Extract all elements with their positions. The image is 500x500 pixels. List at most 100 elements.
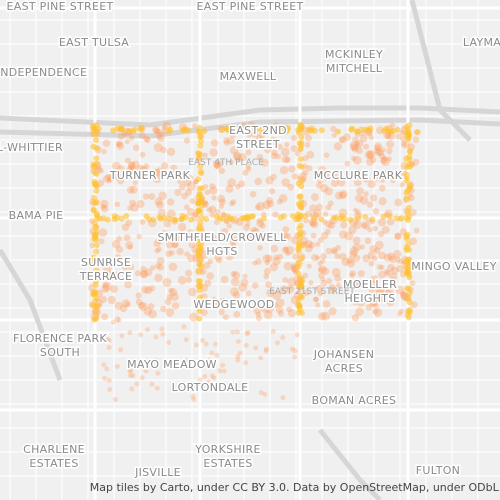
dot (315, 241, 321, 247)
dot (371, 280, 378, 287)
dot (344, 231, 354, 241)
dot (197, 143, 204, 150)
dot (134, 270, 142, 277)
street-label: EAST PINE STREET (7, 0, 114, 13)
dot (118, 215, 125, 222)
dot (286, 285, 295, 293)
dot (195, 278, 202, 285)
dot (138, 332, 144, 338)
place-label: MAXWELL (220, 70, 277, 83)
dot (322, 170, 330, 179)
dot (374, 144, 382, 151)
dot (112, 271, 121, 280)
dot (127, 368, 133, 374)
dot (298, 199, 305, 206)
dot (149, 381, 155, 387)
dot (253, 306, 262, 315)
dot (306, 263, 312, 269)
dot (124, 157, 131, 164)
dot (106, 344, 112, 350)
dot (254, 177, 263, 186)
dot (364, 237, 372, 245)
dot (352, 136, 359, 143)
dot (361, 220, 371, 230)
dot (171, 241, 179, 249)
dot (125, 128, 132, 135)
dot (144, 286, 153, 295)
dot (101, 205, 109, 213)
dot (243, 343, 249, 349)
dot (209, 186, 218, 195)
dot (393, 250, 402, 259)
dot (283, 261, 293, 271)
dot (170, 292, 179, 302)
dot (367, 251, 376, 260)
dot (295, 270, 302, 277)
dot (112, 171, 122, 181)
dot (197, 168, 204, 175)
dot (117, 165, 125, 173)
dot (177, 275, 187, 285)
dot (276, 143, 283, 150)
dot (204, 279, 212, 287)
place-label: SUNRISE TERRACE (79, 256, 133, 283)
dot (129, 386, 135, 392)
dot (126, 186, 135, 194)
dot (310, 193, 319, 202)
dot (403, 195, 410, 202)
dot (324, 187, 334, 196)
dot (246, 166, 252, 172)
dot (296, 239, 303, 246)
dot (250, 226, 258, 235)
dot (136, 233, 142, 240)
dot (195, 207, 202, 214)
dot (377, 174, 387, 183)
dot (218, 167, 226, 175)
dot (93, 267, 100, 274)
dot (375, 285, 385, 295)
dot (145, 168, 151, 175)
dot (352, 156, 362, 165)
dot (119, 126, 126, 133)
dot (278, 194, 288, 203)
dot (357, 270, 365, 278)
dot (283, 246, 289, 252)
dot (121, 223, 130, 232)
dot (377, 230, 385, 238)
dot (90, 254, 97, 261)
dot (188, 287, 197, 297)
dot (219, 298, 228, 307)
dot (319, 184, 329, 193)
dot (230, 270, 237, 277)
dot (93, 315, 100, 322)
dot (161, 229, 169, 236)
dot (315, 181, 323, 189)
place-label: CHARLENE ESTATES (23, 443, 85, 470)
dot (134, 381, 140, 387)
place-label: MAYO MEADOW (127, 358, 217, 371)
dot (242, 169, 249, 176)
dot (353, 220, 363, 229)
dot (211, 195, 217, 201)
place-label: TURNER PARK (109, 169, 191, 182)
dot (297, 204, 304, 211)
dot (338, 191, 347, 199)
dot (235, 183, 241, 190)
dot (242, 223, 250, 231)
dot (195, 176, 202, 183)
dot (127, 244, 133, 250)
dot (323, 152, 330, 158)
dot (403, 171, 410, 178)
dot (177, 222, 187, 232)
dot (186, 229, 196, 238)
dot (100, 199, 109, 208)
dot (152, 174, 162, 184)
place-label: MCKINLEY MITCHELL (325, 48, 383, 75)
dot (199, 250, 209, 259)
dot (165, 240, 175, 249)
dot (365, 296, 371, 303)
dot (272, 211, 279, 218)
dot (130, 203, 139, 212)
dot (168, 287, 175, 294)
dot (102, 263, 112, 273)
